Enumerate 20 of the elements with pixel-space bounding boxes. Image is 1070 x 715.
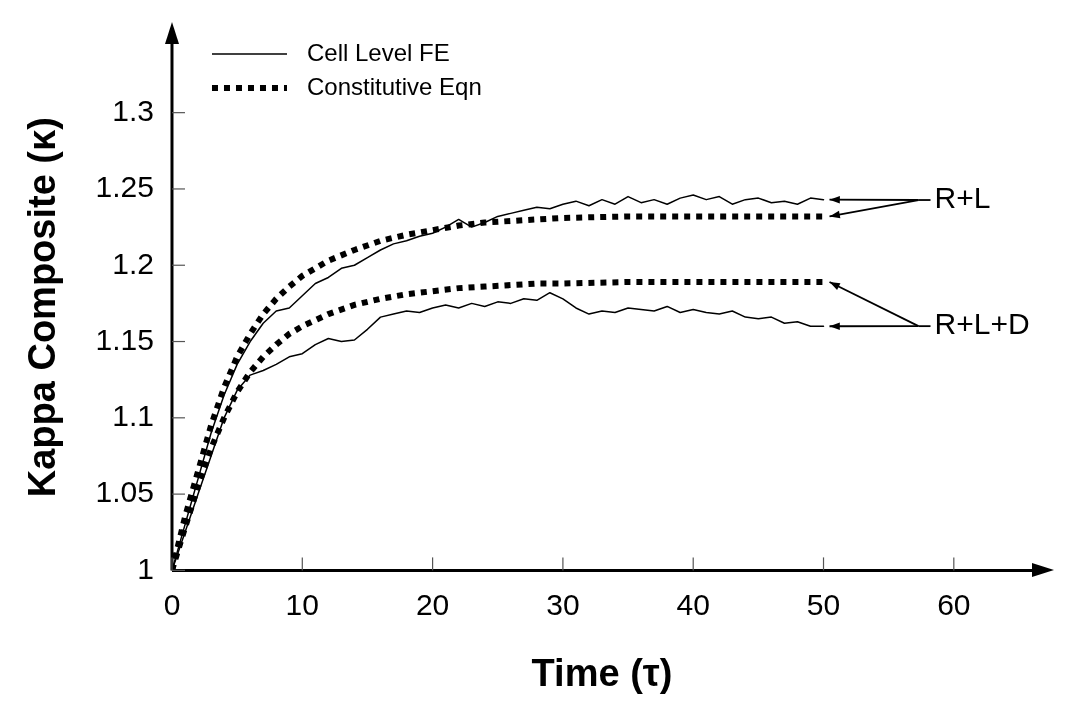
legend-label: Constitutive Eqn: [306, 72, 482, 100]
x-tick-label: 20: [415, 587, 450, 621]
annotation: R+L+D: [934, 307, 1030, 341]
x-tick-label: 10: [285, 587, 319, 621]
y-tick-label: 1.25: [95, 170, 154, 204]
y-tick-label: 1.3: [112, 93, 154, 127]
x-tick-label: 50: [806, 587, 841, 621]
y-tick-label: 1.05: [95, 475, 154, 509]
y-tick-label: 1.15: [95, 322, 154, 356]
y-tick-label: 1: [137, 551, 154, 585]
x-tick-label: 30: [546, 587, 580, 621]
y-tick-label: 1.2: [112, 246, 154, 280]
x-tick-label: 40: [676, 587, 710, 621]
x-tick-label: 60: [937, 587, 971, 621]
x-axis-title: Time (τ): [531, 651, 673, 694]
x-tick-label: 0: [163, 587, 181, 621]
legend-label: Cell Level FE: [306, 38, 450, 66]
y-axis-title: Kappa Composite (κ): [21, 117, 64, 498]
y-tick-label: 1.1: [112, 399, 154, 433]
annotation: R+L: [934, 181, 991, 215]
